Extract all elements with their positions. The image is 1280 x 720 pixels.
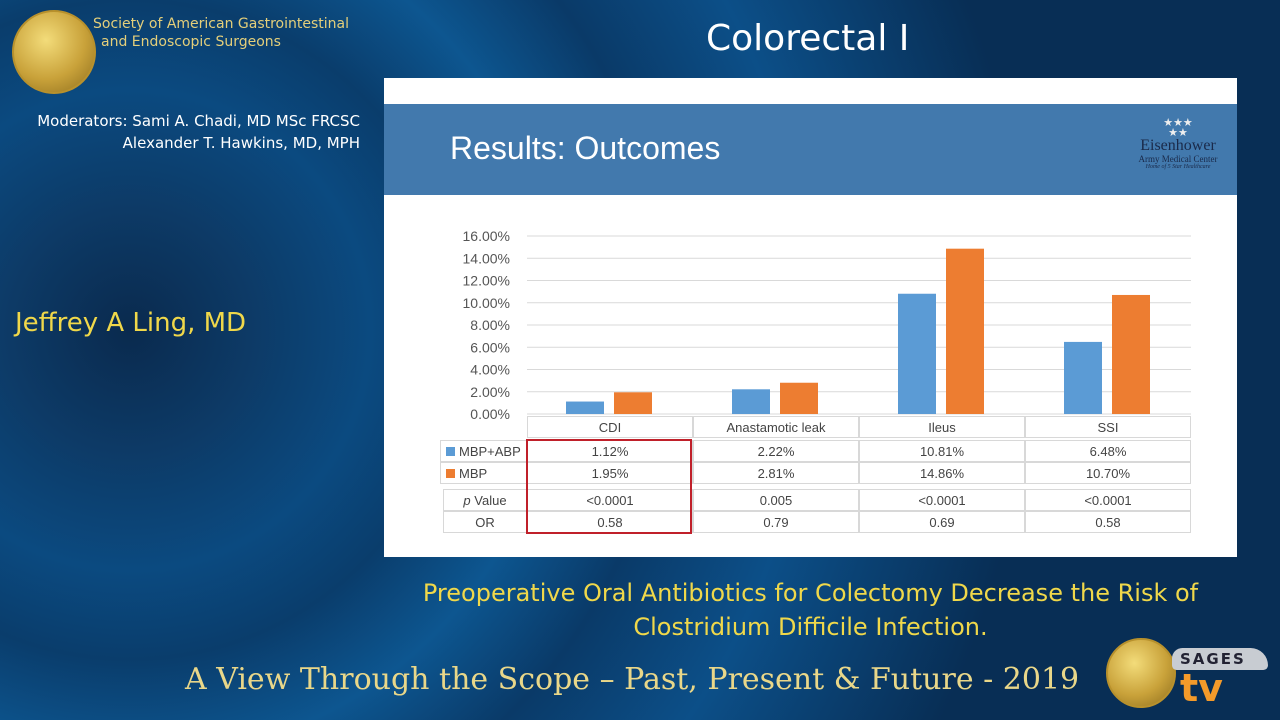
eisenhower-logo: ★★★ ★★ Eisenhower Army Medical Center Hom… [1132, 117, 1224, 171]
row-label-text: Value [470, 493, 507, 508]
row-label-prefix: p [463, 493, 471, 508]
legend-swatch [446, 447, 455, 456]
slide-title: Results: Outcomes [450, 130, 721, 166]
caption: Preoperative Oral Antibiotics for Colect… [384, 576, 1237, 644]
data-cell: 6.48% [1025, 440, 1191, 462]
stat-cell: 0.005 [693, 489, 859, 511]
data-cell: 10.70% [1025, 462, 1191, 484]
stat-cell: 0.69 [859, 511, 1025, 533]
data-cell: 2.81% [693, 462, 859, 484]
logo-name: Eisenhower [1140, 137, 1216, 154]
y-tick-label: 4.00% [470, 362, 510, 378]
org-name: Society of American Gastrointestinal and… [93, 15, 349, 51]
y-tick-label: 2.00% [470, 384, 510, 400]
category-label: Ileus [859, 416, 1025, 438]
sages-tv-top: SAGES [1172, 648, 1268, 670]
bar-mbp-abp [898, 293, 936, 414]
row-label: p Value [443, 489, 527, 511]
stars-icon: ★★★ ★★ [1163, 117, 1193, 139]
moderator-2: Alexander T. Hawkins, MD, MPH [122, 134, 360, 152]
highlight-box [526, 439, 692, 534]
data-cell: 10.81% [859, 440, 1025, 462]
legend-mbp-abp: MBP+ABP [440, 440, 527, 462]
row-label-text: OR [475, 515, 495, 530]
category-label: SSI [1025, 416, 1191, 438]
footer-tagline: A View Through the Scope – Past, Present… [185, 662, 1080, 697]
category-label: Anastamotic leak [693, 416, 859, 438]
y-tick-label: 8.00% [470, 317, 510, 333]
bar-mbp [946, 248, 984, 414]
legend-label: MBP [459, 466, 488, 481]
bar-mbp [614, 392, 652, 414]
stat-cell: 0.79 [693, 511, 859, 533]
category-label: CDI [527, 416, 693, 438]
data-cell: 2.22% [693, 440, 859, 462]
y-tick-label: 14.00% [463, 250, 510, 266]
legend-label: MBP+ABP [459, 444, 521, 459]
caption-line1: Preoperative Oral Antibiotics for Colect… [422, 579, 1199, 607]
y-tick-label: 6.00% [470, 339, 510, 355]
bar-mbp-abp [732, 389, 770, 414]
legend-swatch [446, 469, 455, 478]
stat-cell: <0.0001 [1025, 489, 1191, 511]
sages-footer-seal [1106, 638, 1176, 708]
slide-header: Results: Outcomes ★★★ ★★ Eisenhower Army … [384, 104, 1237, 195]
bar-mbp [1112, 294, 1150, 414]
session-title: Colorectal I [706, 18, 910, 59]
bar-mbp-abp [566, 401, 604, 414]
logo-sub: Army Medical Center [1138, 154, 1218, 164]
y-tick-label: 12.00% [463, 273, 510, 289]
stat-cell: 0.58 [1025, 511, 1191, 533]
logo-tag: Home of 5 Star Healthcare [1145, 164, 1211, 170]
stat-cell: <0.0001 [859, 489, 1025, 511]
sages-seal-logo [12, 10, 96, 94]
bar-mbp [780, 382, 818, 414]
y-tick-label: 0.00% [470, 406, 510, 422]
row-label: OR [443, 511, 527, 533]
bar-mbp-abp [1064, 341, 1102, 414]
caption-line2: Clostridium Difficile Infection. [633, 613, 988, 641]
org-line2: and Endoscopic Surgeons [101, 34, 281, 50]
data-cell: 14.86% [859, 462, 1025, 484]
speaker-name: Jeffrey A Ling, MD [15, 308, 247, 338]
moderator-1: Moderators: Sami A. Chadi, MD MSc FRCSC [37, 112, 360, 130]
sages-tv-bottom: tv [1180, 666, 1223, 710]
y-tick-label: 10.00% [463, 295, 510, 311]
sages-tv-logo: SAGES tv [1172, 648, 1268, 712]
moderators: Moderators: Sami A. Chadi, MD MSc FRCSC … [15, 110, 360, 154]
org-line1: Society of American Gastrointestinal [93, 16, 349, 32]
legend-mbp: MBP [440, 462, 527, 484]
y-tick-label: 16.00% [463, 228, 510, 244]
